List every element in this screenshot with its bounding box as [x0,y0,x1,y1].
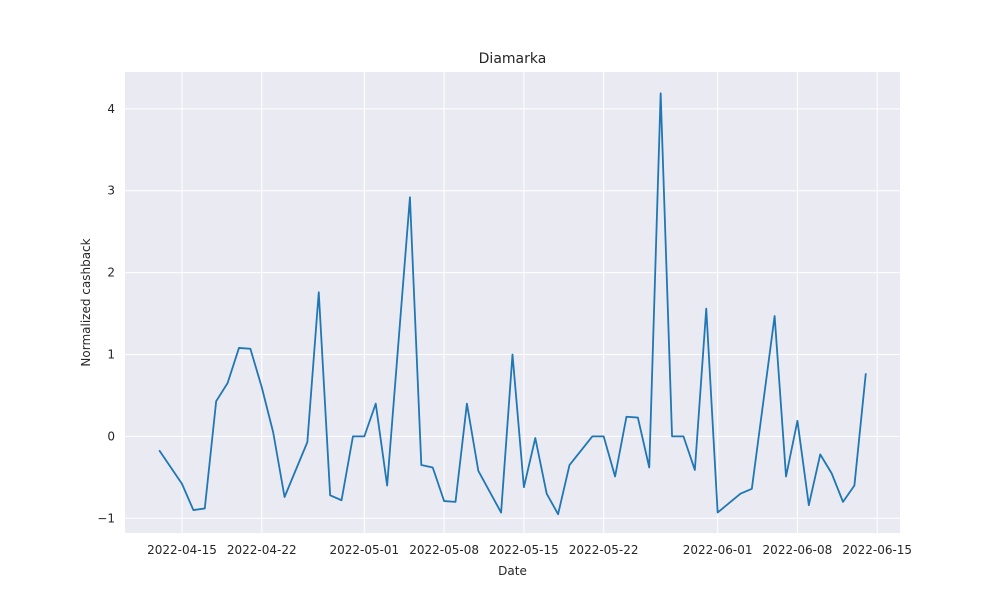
x-tick-labels: 2022-04-15 2022-04-22 2022-05-01 2022-05-08… [147,543,912,557]
y-tick-label: 3 [107,184,115,198]
grid-lines [125,72,900,533]
y-tick-label: 0 [107,429,115,443]
x-tick-label: 2022-05-22 [569,543,639,557]
x-tick-label: 2022-06-01 [683,543,753,557]
y-tick-label: 4 [107,102,115,116]
x-tick-label: 2022-04-15 [147,543,217,557]
y-tick-labels: −1 0 1 2 3 4 [97,102,115,525]
x-tick-label: 2022-04-22 [227,543,297,557]
x-axis-label: Date [498,564,527,578]
y-tick-label: −1 [97,511,115,525]
x-tick-label: 2022-05-15 [489,543,559,557]
y-tick-label: 2 [107,266,115,280]
x-tick-label: 2022-05-01 [329,543,399,557]
x-tick-label: 2022-06-08 [763,543,833,557]
x-tick-label: 2022-06-15 [842,543,912,557]
x-tick-label: 2022-05-08 [409,543,479,557]
series-line [158,92,867,516]
y-axis-label: Normalized cashback [79,238,93,366]
chart-title: Diamarka [479,51,547,67]
y-tick-label: 1 [107,347,115,361]
plot-background [125,72,900,533]
